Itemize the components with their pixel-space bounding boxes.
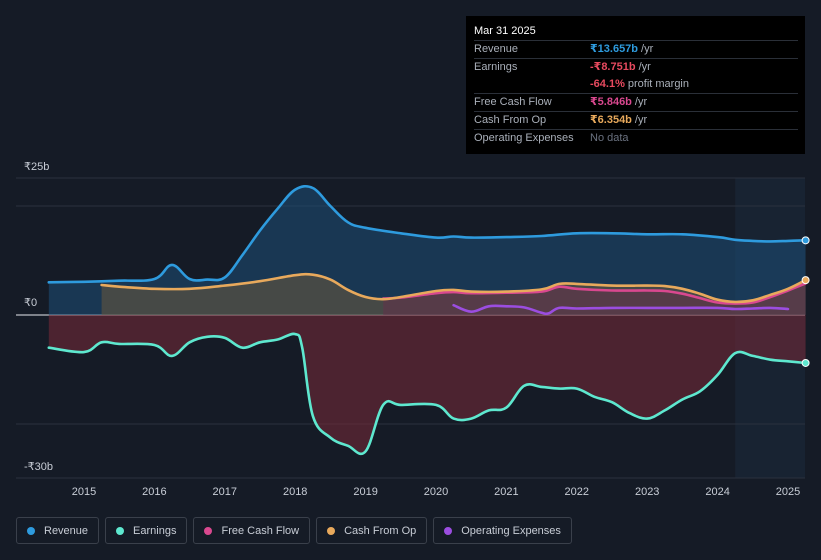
tooltip-row-label: Cash From Op	[474, 114, 547, 126]
legend-dot-icon	[444, 526, 453, 535]
legend-item-earnings[interactable]: Earnings	[105, 517, 188, 544]
tooltip-row-unit: /yr	[634, 96, 648, 108]
tooltip-date: Mar 31 2025	[474, 25, 536, 37]
x-axis: 2015 2016 2017 2018 2019 2020 2021 2022 2023 2024…	[72, 486, 800, 498]
x-tick-label: 2016	[142, 486, 166, 498]
tooltip: Mar 31 2025 Revenue ₹13.657b/yr Earnings -₹…	[466, 16, 805, 154]
legend-dot-icon	[116, 526, 125, 535]
tooltip-row-value: ₹5.846b	[590, 96, 632, 108]
legend-dot-icon	[27, 526, 35, 535]
tooltip-row-label: Revenue	[474, 43, 519, 55]
tooltip-row-label	[474, 76, 590, 93]
legend-dot-icon	[204, 526, 213, 535]
legend: Revenue Earnings Free Cash Flow Cash From O…	[16, 517, 572, 544]
tooltip-row: Operating Expenses No data	[474, 129, 798, 147]
x-tick-label: 2019	[353, 486, 377, 498]
revenue-line	[47, 184, 807, 284]
x-tick-label: 2018	[283, 486, 307, 498]
series-fills	[48, 186, 806, 454]
tooltip-row-unit: profit margin	[627, 78, 689, 90]
legend-dot-icon	[327, 526, 336, 535]
revenue-endpoint	[801, 236, 810, 245]
free-cash-flow-line	[381, 282, 807, 305]
legend-label: Earnings	[133, 524, 177, 537]
earnings-line	[47, 332, 807, 456]
tooltip-row-unit: /yr	[641, 43, 654, 55]
legend-label: Free Cash Flow	[221, 524, 300, 537]
x-tick-label: 2015	[72, 486, 96, 498]
operating-expenses-line	[452, 303, 790, 316]
x-tick-label: 2017	[213, 486, 237, 498]
legend-label: Operating Expenses	[461, 524, 561, 537]
legend-label: Revenue	[44, 524, 89, 537]
series-endpoints	[801, 236, 810, 367]
y-tick-label: ₹25b	[24, 161, 49, 173]
x-tick-label: 2025	[776, 486, 800, 498]
tooltip-row: Earnings -₹8.751b/yr	[474, 58, 798, 76]
y-tick-label: -₹30b	[24, 461, 53, 473]
series-lines	[47, 184, 807, 456]
tooltip-row-value: ₹13.657b	[590, 43, 639, 55]
tooltip-row-label: Free Cash Flow	[474, 96, 552, 108]
cash-from-op-line	[100, 272, 807, 304]
cash-from-op-endpoint	[801, 276, 810, 285]
tooltip-row: Free Cash Flow ₹5.846b/yr	[474, 93, 798, 111]
tooltip-row: Cash From Op ₹6.354b/yr	[474, 111, 798, 129]
x-tick-label: 2021	[494, 486, 518, 498]
x-tick-label: 2023	[635, 486, 659, 498]
tooltip-row-unit: /yr	[634, 114, 648, 126]
cash-from-op-area	[101, 274, 806, 315]
legend-item-revenue[interactable]: Revenue	[16, 517, 100, 544]
y-tick-label: ₹0	[24, 297, 37, 309]
x-tick-label: 2024	[705, 486, 729, 498]
tooltip-row-value: ₹6.354b	[590, 114, 632, 126]
gridlines	[16, 177, 805, 479]
tooltip-row-value: -64.1%	[590, 78, 625, 90]
legend-item-operating-expenses[interactable]: Operating Expenses	[433, 517, 572, 544]
earnings-area	[48, 315, 806, 454]
x-tick-label: 2022	[565, 486, 589, 498]
y-axis: ₹25b ₹0 -₹30b	[24, 161, 53, 473]
tooltip-row-unit: /yr	[638, 61, 651, 73]
tooltip-row-value: No data	[590, 132, 629, 144]
tooltip-row-label: Operating Expenses	[474, 132, 574, 144]
tooltip-row-value: -₹8.751b	[590, 61, 636, 73]
x-tick-label: 2020	[424, 486, 448, 498]
earnings-endpoint	[801, 358, 810, 367]
tooltip-row: -64.1% profit margin	[474, 76, 798, 93]
legend-label: Cash From Op	[344, 524, 417, 537]
tooltip-row: Revenue ₹13.657b/yr	[474, 40, 798, 58]
legend-item-cash-from-op[interactable]: Cash From Op	[316, 517, 428, 544]
legend-item-free-cash-flow[interactable]: Free Cash Flow	[193, 517, 311, 544]
tooltip-row-label: Earnings	[474, 61, 518, 73]
tooltip-rows: Revenue ₹13.657b/yr Earnings -₹8.751b/yr -64…	[474, 40, 798, 147]
